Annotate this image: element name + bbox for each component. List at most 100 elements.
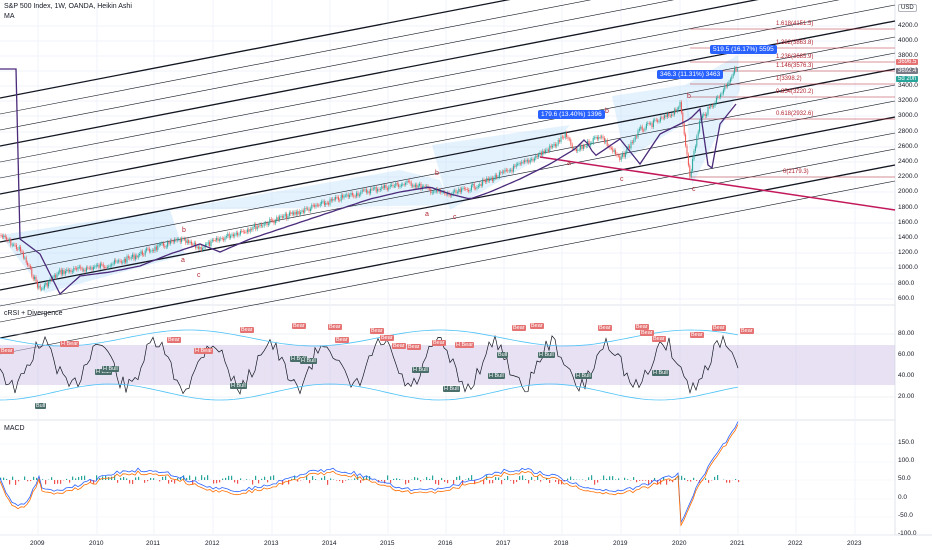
measure-badge: 179.6 (13.40%) 1396 [538, 110, 605, 119]
candle-body [13, 244, 15, 246]
macd-hist-bar [558, 480, 560, 485]
candle-body [217, 237, 219, 241]
candle-body [452, 191, 454, 195]
candle-body [111, 264, 113, 266]
candle-body [4, 235, 6, 238]
macd-hist-bar [420, 480, 422, 482]
candle-body [657, 120, 659, 122]
candle-body [473, 183, 475, 189]
candle-body [616, 154, 618, 156]
candle-body [199, 246, 201, 249]
divergence-tag: Bear [407, 344, 421, 350]
candle-body [603, 138, 605, 143]
ma-legend[interactable]: MA [4, 13, 15, 20]
currency-label[interactable]: USD [898, 4, 917, 12]
macd-hist-bar [144, 480, 146, 483]
channel-line [0, 148, 896, 323]
candle-body [98, 264, 100, 268]
candle-body [627, 146, 629, 149]
candle-body [434, 191, 436, 193]
divergence-tag: Bear [335, 337, 349, 343]
macd-hist-bar [453, 480, 455, 485]
candle-body [151, 250, 153, 252]
macd-hist-bar [615, 479, 617, 480]
candle-body [183, 238, 185, 240]
macd-hist-bar [387, 475, 389, 480]
candle-body [346, 194, 348, 196]
macd-hist-bar [654, 477, 656, 480]
crsi-pane [0, 329, 895, 401]
candle-body [228, 233, 230, 238]
candle-body [386, 188, 388, 190]
candle-body [413, 185, 415, 187]
candle-body [477, 185, 479, 188]
candle-body [692, 159, 694, 171]
macd-tick: 0.0 [898, 494, 908, 501]
macd-hist-bar [147, 480, 149, 482]
wave-label: c [453, 214, 457, 221]
candle-body [57, 272, 59, 274]
candle-body [498, 172, 500, 178]
macd-hist-bar [69, 480, 71, 483]
macd-hist-bar [288, 480, 290, 485]
macd-hist-bar [261, 478, 263, 480]
price-tick: 2000.0 [898, 188, 918, 195]
candle-body [148, 248, 150, 252]
candle-body [658, 121, 660, 122]
candle-body [735, 67, 737, 71]
candle-body [45, 282, 47, 285]
macd-hist-bar [417, 477, 419, 480]
macd-hist-bar [705, 478, 707, 480]
macd-hist-bar [525, 479, 527, 480]
macd-title[interactable]: MACD [4, 425, 25, 432]
price-tick: 2400.0 [898, 158, 918, 165]
macd-hist-bar [360, 480, 362, 483]
candle-body [557, 140, 559, 145]
candle-body [280, 216, 282, 218]
candle-body [360, 191, 362, 195]
macd-hist-bar [12, 476, 14, 480]
time-tick: 2011 [146, 540, 160, 547]
price-tick: 600.0 [898, 295, 915, 302]
candle-body [629, 146, 631, 149]
candle-body [367, 191, 369, 193]
candle-body [192, 244, 194, 246]
candle-body [302, 210, 304, 213]
candle-body [21, 251, 23, 253]
candle-body [563, 137, 565, 139]
macd-hist-bar [258, 480, 260, 484]
candle-body [197, 246, 199, 249]
macd-hist-bar [75, 478, 77, 480]
divergence-tag: H Bull [443, 386, 460, 392]
candle-body [118, 260, 120, 262]
candle-body [617, 155, 619, 157]
candle-body [377, 189, 379, 192]
candle-body [368, 191, 370, 194]
candle-body [92, 267, 94, 270]
candle-body [115, 260, 117, 262]
divergence-tag: Bear [640, 330, 654, 336]
candle-body [351, 193, 353, 196]
candle-body [514, 165, 516, 167]
macd-hist-bar [441, 477, 443, 480]
candle-body [59, 269, 61, 273]
candle-body [227, 233, 229, 237]
price-tick: 3200.0 [898, 97, 918, 104]
crsi-title[interactable]: cRSI + Divergence [4, 310, 63, 317]
pitch-zone [432, 125, 570, 210]
candle-body [456, 192, 458, 193]
macd-hist-bar [123, 477, 125, 480]
candle-body [119, 260, 121, 262]
chart-title[interactable]: S&P 500 Index, 1W, OANDA, Heikin Ashi [4, 3, 132, 10]
candle-body [340, 195, 342, 201]
fib-level: 0.854(3220.2) [776, 89, 814, 95]
divergence-tag: H Bull [230, 383, 247, 389]
time-tick: 2022 [788, 540, 803, 547]
macd-hist-bar [624, 477, 626, 480]
candle-body [333, 199, 335, 200]
candle-body [144, 250, 146, 255]
macd-hist-bar [219, 480, 221, 483]
macd-hist-bar [30, 480, 32, 482]
wave-label: b [182, 227, 186, 234]
